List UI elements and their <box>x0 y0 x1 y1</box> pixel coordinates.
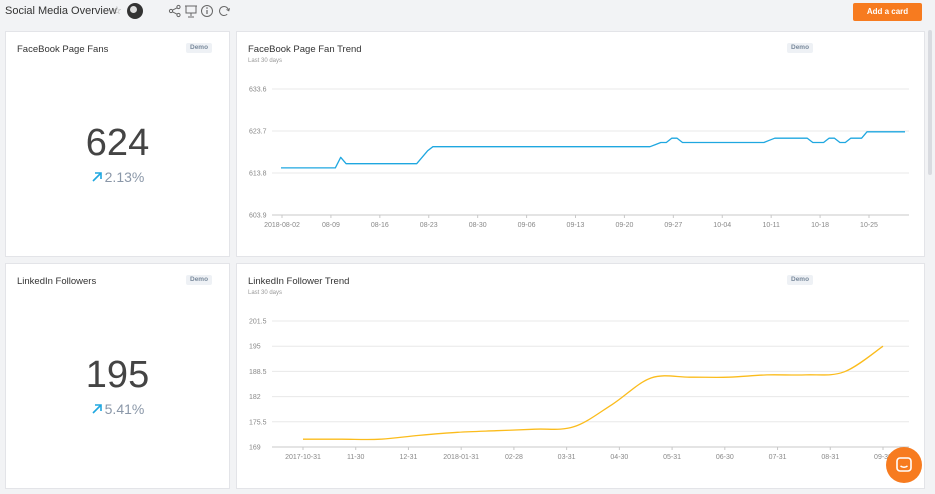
card-subtitle: Last 30 days <box>248 58 283 64</box>
refresh-icon[interactable] <box>217 4 231 18</box>
fans-change-value: 2.13% <box>104 169 145 185</box>
card-title: LinkedIn Followers <box>17 276 97 287</box>
x-tick-label: 10-18 <box>811 222 829 229</box>
x-tick-label: 02-28 <box>505 454 523 461</box>
arrow-up-right-icon <box>92 404 102 414</box>
x-tick-label: 11-30 <box>347 454 364 461</box>
x-tick-label: 10-11 <box>762 222 779 229</box>
demo-badge: Demo <box>186 275 213 285</box>
x-tick-label: 09-06 <box>518 222 536 229</box>
x-tick-label: 09-13 <box>567 222 585 229</box>
card-title: FaceBook Page Fan Trend <box>248 44 362 55</box>
x-tick-label: 06-30 <box>716 454 734 461</box>
x-tick-label: 10-25 <box>860 222 878 229</box>
scrollbar[interactable] <box>928 30 932 175</box>
avatar[interactable] <box>127 3 143 19</box>
demo-badge: Demo <box>787 43 814 53</box>
x-tick-label: 12-31 <box>400 454 418 461</box>
y-tick-label: 195 <box>249 344 261 351</box>
x-tick-label: 09-30 <box>874 454 892 461</box>
y-tick-label: 613.8 <box>249 171 267 178</box>
demo-badge: Demo <box>186 43 213 53</box>
x-tick-label: 04-30 <box>610 454 628 461</box>
followers-change-value: 5.41% <box>104 401 145 417</box>
x-tick-label: 10-04 <box>713 222 731 229</box>
x-tick-label: 08-23 <box>420 222 438 229</box>
x-tick-label: 2017-10-31 <box>285 454 321 461</box>
presentation-icon[interactable] <box>184 4 198 18</box>
y-tick-label: 188.5 <box>249 369 267 376</box>
x-tick-label: 08-16 <box>371 222 389 229</box>
series-line <box>281 131 905 169</box>
arrow-up-right-icon <box>92 172 102 182</box>
chat-icon <box>896 457 912 472</box>
info-icon[interactable] <box>200 4 214 18</box>
facebook-fans-card: FaceBook Page Fans Demo 624 2.13% <box>5 31 230 257</box>
y-tick-label: 603.9 <box>249 213 267 220</box>
demo-badge: Demo <box>787 275 814 285</box>
linkedin-followers-card: LinkedIn Followers Demo 195 5.41% <box>5 263 230 489</box>
x-tick-label: 09-20 <box>615 222 633 229</box>
x-tick-label: 09-27 <box>664 222 682 229</box>
top-bar: Social Media Overview ☆ Add a card <box>0 0 935 24</box>
y-tick-label: 182 <box>249 394 261 401</box>
share-icon[interactable] <box>168 4 182 18</box>
y-tick-label: 633.6 <box>249 87 267 94</box>
add-card-button[interactable]: Add a card <box>853 3 922 21</box>
x-tick-label: 2018-08-02 <box>264 222 300 229</box>
followers-count: 195 <box>85 354 150 396</box>
y-tick-label: 623.7 <box>249 129 267 136</box>
linkedin-trend-card: LinkedIn Follower Trend Last 30 days Dem… <box>236 263 925 489</box>
facebook-trend-chart: 633.6 623.7 613.8 603.9 2018-08-02 08-09 08-16… <box>249 87 909 229</box>
followers-change: 5.41% <box>6 401 229 417</box>
card-title: LinkedIn Follower Trend <box>248 276 350 287</box>
chat-button[interactable] <box>886 447 922 483</box>
x-tick-label: 08-31 <box>821 454 839 461</box>
page-title: Social Media Overview <box>5 5 117 17</box>
linkedin-trend-chart: 201.5 195 188.5 182 175.5 169 2017-10-31 11-30 1… <box>249 319 909 461</box>
x-tick-label: 03-31 <box>558 454 576 461</box>
star-icon[interactable]: ☆ <box>112 5 122 17</box>
card-subtitle: Last 30 days <box>248 290 283 296</box>
x-tick-label: 08-09 <box>322 222 340 229</box>
facebook-trend-card: FaceBook Page Fan Trend Last 30 days Dem… <box>236 31 925 257</box>
card-title: FaceBook Page Fans <box>17 44 109 55</box>
x-tick-label: 2018-01-31 <box>443 454 479 461</box>
series-line <box>303 345 884 441</box>
x-tick-label: 05-31 <box>663 454 681 461</box>
x-tick-label: 07-31 <box>769 454 787 461</box>
fans-change: 2.13% <box>6 169 229 185</box>
y-tick-label: 175.5 <box>249 419 267 426</box>
x-tick-label: 08-30 <box>469 222 487 229</box>
y-tick-label: 169 <box>249 445 261 452</box>
y-tick-label: 201.5 <box>249 319 267 326</box>
fans-count: 624 <box>85 122 150 164</box>
